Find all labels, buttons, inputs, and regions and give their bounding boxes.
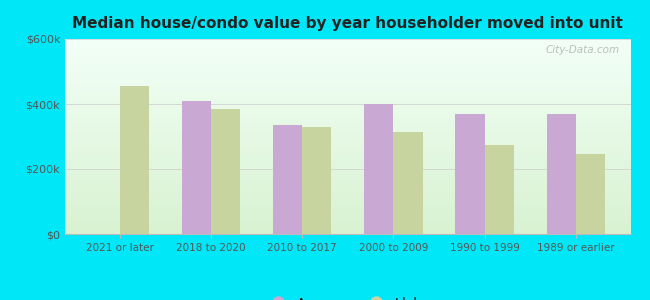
Bar: [547, 114, 576, 234]
Bar: [302, 127, 332, 234]
Bar: [211, 109, 240, 234]
Bar: [456, 114, 484, 234]
Bar: [182, 101, 211, 234]
Bar: [484, 145, 514, 234]
Title: Median house/condo value by year householder moved into unit: Median house/condo value by year househo…: [72, 16, 623, 31]
Bar: [393, 132, 422, 234]
Bar: [120, 86, 149, 234]
Bar: [576, 154, 605, 234]
Bar: [364, 104, 393, 234]
Text: City-Data.com: City-Data.com: [545, 45, 619, 55]
Legend: Ammon, Idaho: Ammon, Idaho: [266, 297, 430, 300]
Bar: [273, 125, 302, 234]
